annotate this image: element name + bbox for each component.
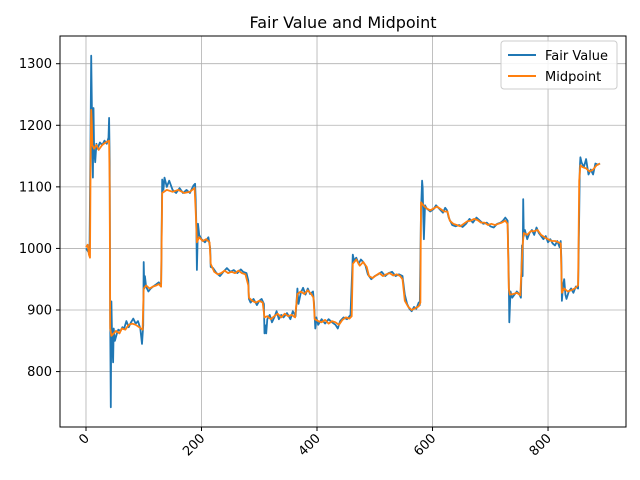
y-tick-label: 1200 bbox=[19, 119, 52, 134]
y-tick-label: 1300 bbox=[19, 57, 52, 72]
plot-frame bbox=[59, 35, 627, 428]
legend: Fair Value Midpoint bbox=[500, 40, 618, 90]
y-tick-label: 800 bbox=[27, 365, 52, 380]
legend-label-fair-value: Fair Value bbox=[545, 49, 608, 64]
chart-title: Fair Value and Midpoint bbox=[249, 13, 436, 32]
legend-label-midpoint: Midpoint bbox=[545, 70, 601, 85]
y-tick-label: 900 bbox=[27, 304, 52, 319]
series-layer bbox=[85, 54, 601, 409]
y-tick-label: 1000 bbox=[19, 242, 52, 257]
series-line-midpoint bbox=[85, 109, 601, 337]
y-tick-label: 1100 bbox=[19, 180, 52, 195]
